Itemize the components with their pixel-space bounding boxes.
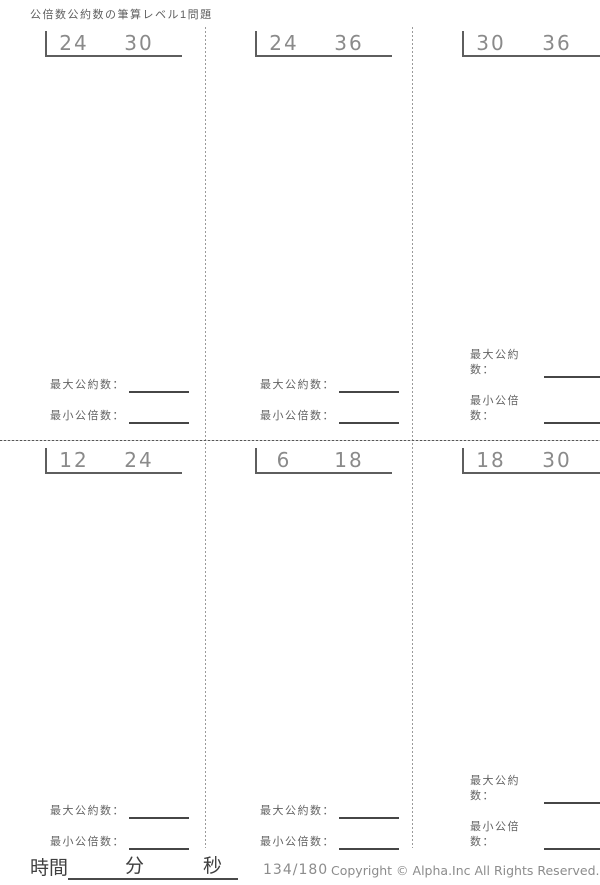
gcd-label: 最大公約数： [470,349,520,376]
lcm-row: 最小公倍数： [50,409,205,424]
gcd-label: 最大公約数： [470,775,520,802]
answer-area: 最大公約数： 最小公倍数： [0,378,205,424]
gcd-row: 最大公約数： [50,804,205,819]
division-bracket: 24 36 [255,31,392,57]
worksheet-title: 公倍数公約数の筆算レベル1問題 [30,9,213,21]
minutes-label: 分 [125,856,145,877]
gcd-answer-blank [129,379,189,393]
division-bracket: 30 36 [462,31,600,57]
problem-number-a: 30 [476,31,506,55]
problem-cell-3: 30 36 最大公約数： 最小公倍数： [412,27,600,440]
seconds-label: 秒 [203,856,223,877]
gcd-answer-blank [544,790,600,804]
gcd-label: 最大公約数： [50,805,125,817]
lcm-label: 最小公倍数： [470,395,520,422]
minutes-blank [68,877,125,878]
answer-area: 最大公約数： 最小公倍数： [205,378,412,424]
answer-area: 最大公約数： 最小公倍数： [412,774,600,850]
gcd-row: 最大公約数： [470,774,600,804]
lcm-row: 最小公倍数： [470,394,600,424]
time-label: 時間 [30,858,69,879]
time-answer-line: 分秒 [68,855,239,880]
gcd-row: 最大公約数： [260,378,412,393]
problem-number-a: 24 [59,31,89,55]
lcm-row: 最小公倍数： [260,409,412,424]
lcm-row: 最小公倍数： [260,835,412,850]
gcd-row: 最大公約数： [50,378,205,393]
gcd-answer-blank [544,364,600,378]
division-bracket: 12 24 [45,448,182,474]
footer: 時間分秒 134/180 Copyright © Alpha.Inc All R… [0,855,600,883]
problem-number-a: 6 [276,448,292,472]
problem-number-a: 18 [476,448,506,472]
problem-number-b: 18 [334,448,364,472]
lcm-row: 最小公倍数： [50,835,205,850]
lcm-answer-blank [129,836,189,850]
answer-area: 最大公約数： 最小公倍数： [205,804,412,850]
gcd-row: 最大公約数： [260,804,412,819]
column-divider-1 [205,27,206,848]
division-bracket: 6 18 [255,448,392,474]
problem-number-b: 36 [542,31,572,55]
lcm-label: 最小公倍数： [50,410,125,422]
lcm-label: 最小公倍数： [470,821,520,848]
lcm-label: 最小公倍数： [260,836,335,848]
division-bracket: 18 30 [462,448,600,474]
problem-number-a: 24 [269,31,299,55]
lcm-answer-blank [339,836,399,850]
problem-number-b: 36 [334,31,364,55]
problem-cell-5: 6 18 最大公約数： 最小公倍数： [205,440,412,852]
problem-number-b: 30 [124,31,154,55]
answer-area: 最大公約数： 最小公倍数： [412,348,600,424]
lcm-answer-blank [339,410,399,424]
division-bracket: 24 30 [45,31,182,57]
copyright-text: Copyright © Alpha.Inc All Rights Reserve… [331,863,600,878]
gcd-answer-blank [129,805,189,819]
answer-area: 最大公約数： 最小公倍数： [0,804,205,850]
gcd-label: 最大公約数： [260,805,335,817]
lcm-answer-blank [129,410,189,424]
problem-cell-2: 24 36 最大公約数： 最小公倍数： [205,27,412,440]
seconds-blank [144,877,203,878]
lcm-label: 最小公倍数： [50,836,125,848]
lcm-row: 最小公倍数： [470,820,600,850]
gcd-label: 最大公約数： [50,379,125,391]
column-divider-2 [412,27,413,848]
lcm-label: 最小公倍数： [260,410,335,422]
problem-number-b: 24 [124,448,154,472]
problem-number-b: 30 [542,448,572,472]
gcd-label: 最大公約数： [260,379,335,391]
page-number: 134/180 [263,862,329,878]
row-divider [0,440,600,441]
lcm-answer-blank [544,410,600,424]
gcd-row: 最大公約数： [470,348,600,378]
problem-cell-6: 18 30 最大公約数： 最小公倍数： [412,440,600,852]
time-entry: 時間分秒 [30,855,239,880]
gcd-answer-blank [339,805,399,819]
problem-number-a: 12 [59,448,89,472]
lcm-answer-blank [544,836,600,850]
trailing-blank [222,877,238,878]
problem-cell-1: 24 30 最大公約数： 最小公倍数： [0,27,205,440]
gcd-answer-blank [339,379,399,393]
problem-cell-4: 12 24 最大公約数： 最小公倍数： [0,440,205,852]
